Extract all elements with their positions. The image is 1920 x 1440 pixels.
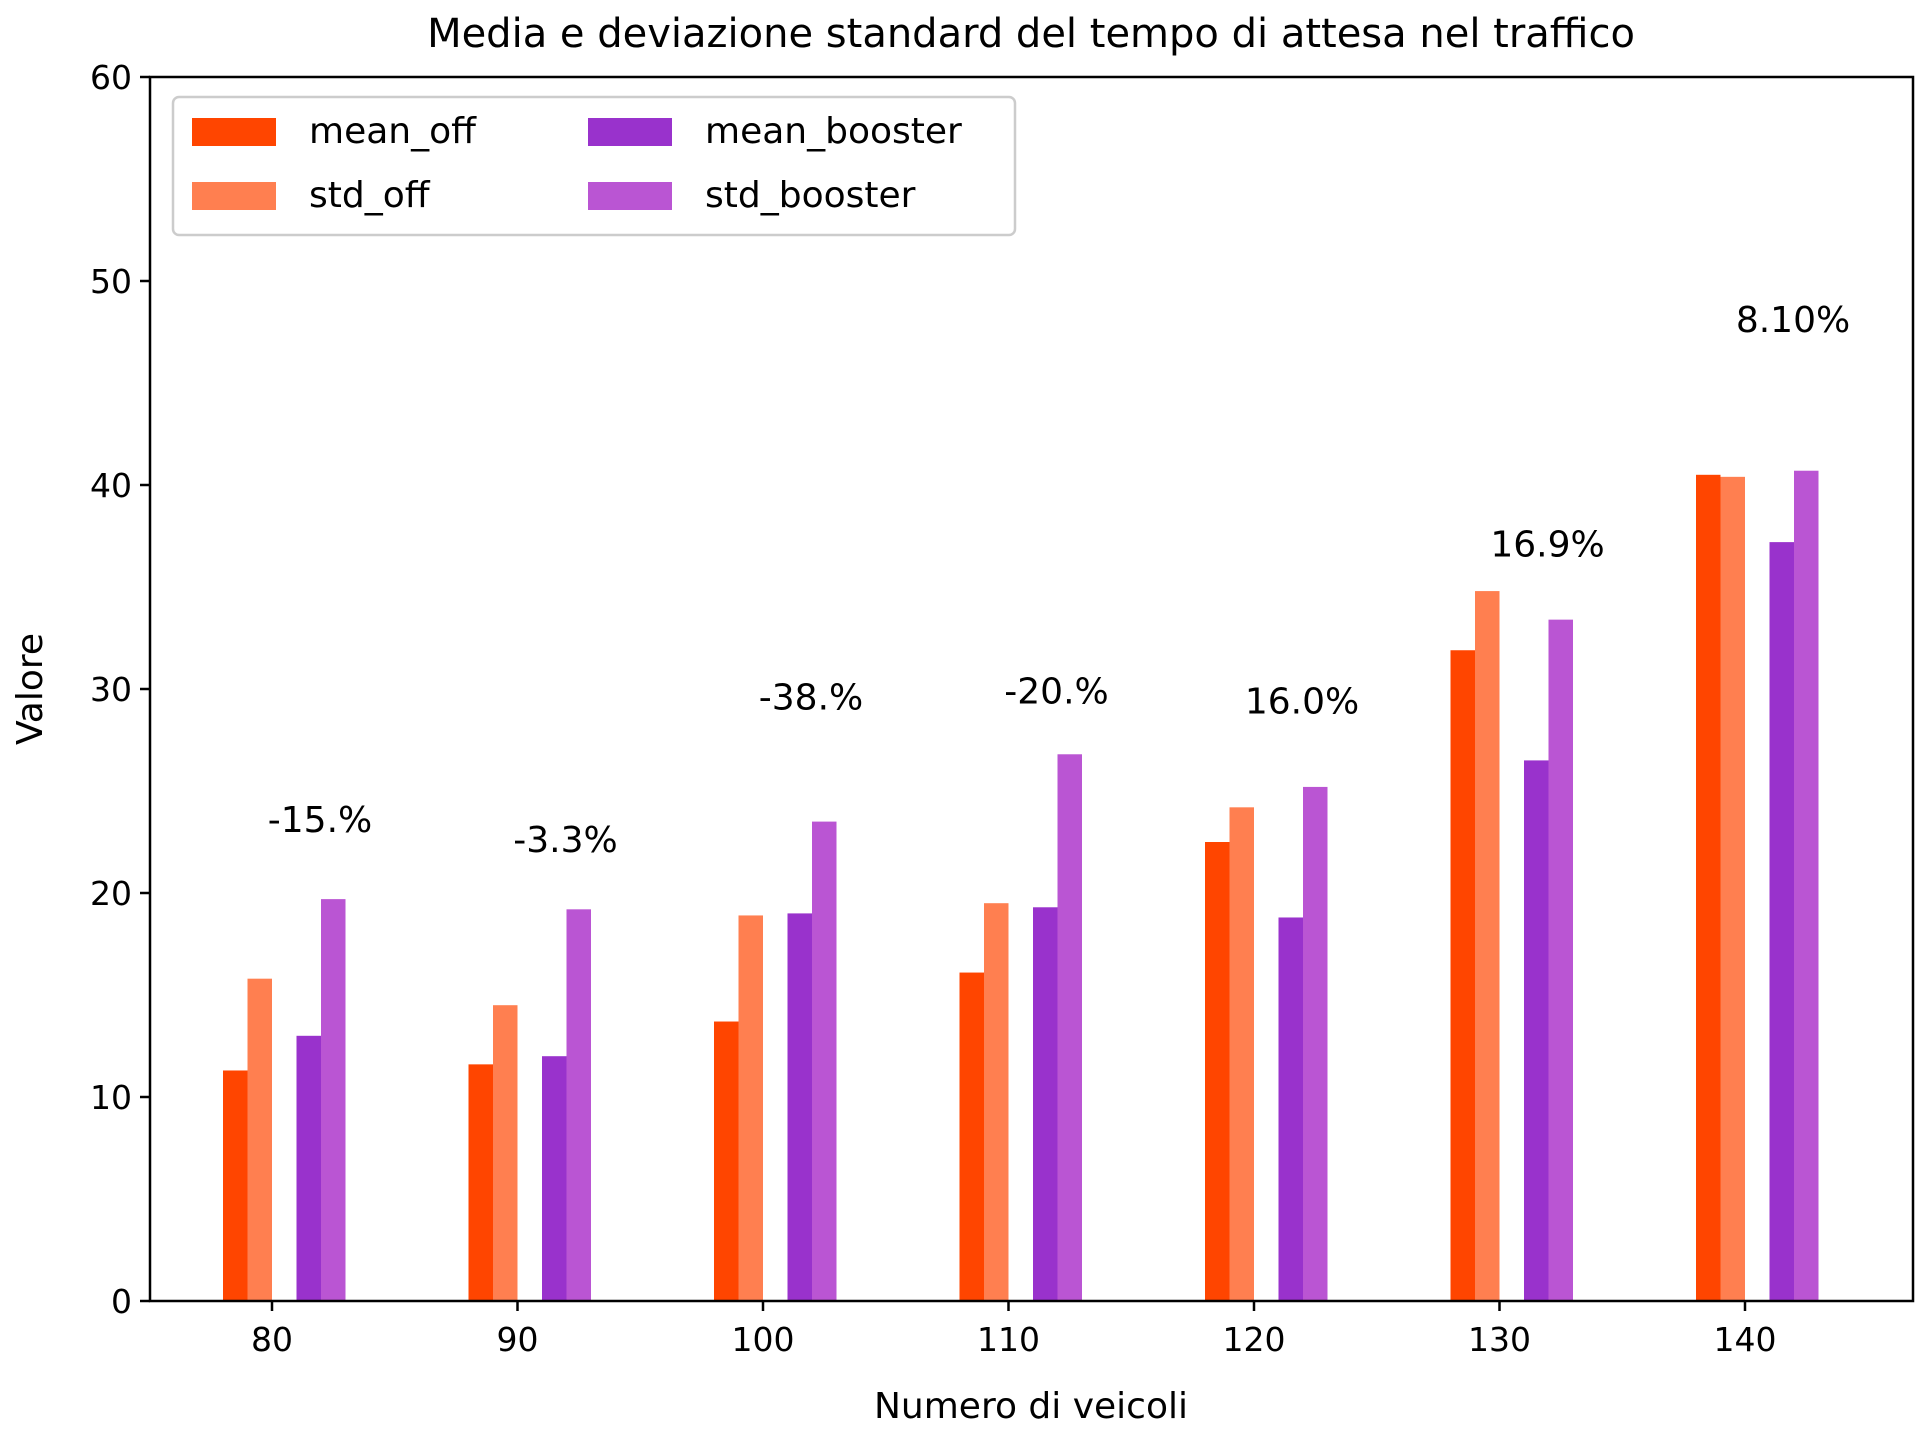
y-tick-label-40: 40 (90, 466, 132, 505)
legend-swatch-mean_booster (588, 118, 672, 146)
x-tick-label-110: 110 (977, 1320, 1040, 1359)
y-tick-label-0: 0 (111, 1282, 132, 1321)
legend-frame (171, 95, 1017, 237)
bar-mean_booster-90 (542, 1056, 567, 1301)
bar-mean_off-140 (1696, 474, 1721, 1301)
bar-mean_booster-120 (1278, 917, 1303, 1301)
x-tick-label-80: 80 (251, 1320, 293, 1359)
bar-std_booster-100 (812, 821, 837, 1301)
annotation-label-110: -20.% (1004, 671, 1108, 712)
x-tick-label-120: 120 (1223, 1320, 1286, 1359)
y-axis: 0 10 20 30 40 50 60 (90, 58, 150, 1321)
y-axis-label: Valore (10, 633, 51, 745)
bar-std_off-100 (738, 915, 763, 1301)
legend-swatch-std_off (192, 182, 276, 210)
bar-std_off-130 (1475, 591, 1500, 1301)
bar-std_booster-140 (1794, 470, 1819, 1302)
legend-label-std_booster: std_booster (705, 175, 916, 216)
legend-label-std_off: std_off (309, 175, 431, 216)
bar-std_off-120 (1229, 807, 1254, 1301)
bar-mean_off-110 (959, 972, 984, 1301)
legend-label-mean_booster: mean_booster (705, 111, 962, 152)
bar-std_off-140 (1720, 476, 1745, 1302)
y-tick-label-10: 10 (90, 1078, 132, 1117)
x-axis-label: Numero di veicoli (874, 1386, 1188, 1427)
bar-mean_off-130 (1450, 650, 1475, 1301)
x-tick-label-100: 100 (732, 1320, 795, 1359)
bar-std_booster-90 (566, 909, 591, 1301)
bar-mean_off-100 (714, 1021, 739, 1301)
bars-group (223, 470, 1819, 1302)
y-tick-label-30: 30 (90, 670, 132, 709)
bar-std_off-90 (493, 1005, 518, 1301)
x-tick-label-140: 140 (1714, 1320, 1777, 1359)
annotation-label-100: -38.% (759, 677, 863, 718)
bar-mean_booster-130 (1524, 760, 1549, 1301)
legend-swatch-mean_off (192, 118, 276, 146)
annotation-label-90: -3.3% (513, 820, 617, 861)
bar-std_booster-80 (321, 899, 346, 1301)
bar-mean_off-90 (468, 1064, 493, 1301)
bar-std_booster-110 (1057, 754, 1082, 1301)
bar-std_booster-130 (1548, 619, 1573, 1301)
legend: mean_off std_off mean_booster std_booster (171, 95, 1017, 237)
bar-mean_off-120 (1205, 842, 1230, 1301)
bar-std_off-80 (247, 978, 272, 1301)
bar-mean_off-80 (223, 1070, 248, 1301)
annotations-group: -15.% -3.3% -38.% -20.% 16.0% 16.9% 8.10% (268, 300, 1850, 861)
annotation-label-140: 8.10% (1736, 300, 1850, 341)
y-tick-label-60: 60 (90, 58, 132, 97)
legend-label-mean_off: mean_off (309, 111, 477, 152)
bar-mean_booster-110 (1033, 907, 1058, 1301)
annotation-label-120: 16.0% (1245, 682, 1359, 723)
bar-std_off-110 (984, 903, 1009, 1301)
bar-std_booster-120 (1303, 786, 1328, 1301)
y-tick-label-50: 50 (90, 262, 132, 301)
bar-mean_booster-100 (787, 913, 812, 1301)
x-tick-label-130: 130 (1468, 1320, 1531, 1359)
x-axis: 80 90 100 110 120 130 140 (251, 1301, 1777, 1359)
annotation-label-80: -15.% (268, 800, 372, 841)
bar-mean_booster-140 (1769, 542, 1794, 1301)
y-tick-label-20: 20 (90, 874, 132, 913)
x-tick-label-90: 90 (497, 1320, 539, 1359)
chart-title: Media e deviazione standard del tempo di… (427, 11, 1635, 57)
legend-swatch-std_booster (588, 182, 672, 210)
bar-mean_booster-80 (296, 1035, 321, 1301)
annotation-label-130: 16.9% (1490, 524, 1604, 565)
